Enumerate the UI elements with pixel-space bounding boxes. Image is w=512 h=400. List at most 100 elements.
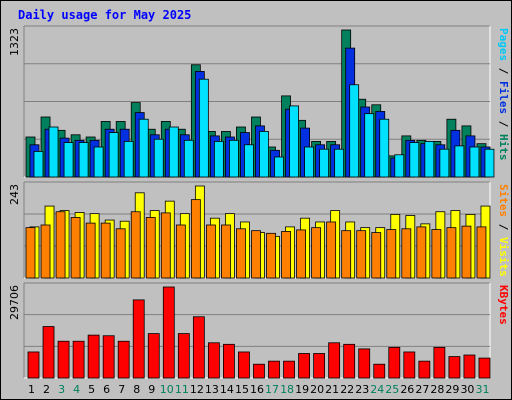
panel-right-label: Sites / Visits	[497, 184, 510, 277]
bar-pages-day-1	[33, 151, 44, 178]
bar-pages-day-18	[289, 105, 299, 178]
bar-sites-day-26	[401, 228, 412, 279]
bar-sites-day-29	[446, 227, 457, 279]
bar-pages-day-28	[439, 148, 450, 178]
bar-kbytes-day-17	[268, 360, 280, 379]
bar-sites-day-3	[55, 211, 66, 279]
bar-kbytes-day-12	[192, 316, 205, 379]
bar-pages-day-23	[364, 113, 375, 178]
x-tick-label-day-12: 12	[190, 383, 204, 396]
x-tick-label-day-20: 20	[310, 383, 324, 396]
right-label-part: Pages	[497, 28, 510, 61]
bar-pages-day-2	[48, 126, 59, 178]
right-label-part: KBytes	[497, 285, 510, 325]
panel-sites-visits: 243 Sites / Visits	[8, 181, 510, 279]
x-tick-label-day-1: 1	[28, 383, 35, 396]
bar-pages-day-15	[244, 144, 254, 178]
panel-pages-files-hits: 1323 Pages / Files / Hits	[8, 25, 510, 178]
x-tick-label-day-25: 25	[385, 383, 399, 396]
x-tick-label-day-28: 28	[430, 383, 444, 396]
bar-kbytes-day-10	[162, 286, 175, 379]
right-label-part: Visits	[497, 237, 510, 277]
bar-kbytes-day-2	[42, 326, 55, 379]
bar-sites-day-18	[281, 231, 291, 279]
bar-kbytes-day-30	[463, 354, 476, 379]
bar-pages-day-17	[274, 156, 284, 178]
x-tick-label-day-3: 3	[58, 383, 65, 396]
x-tick-label-day-31: 31	[475, 383, 489, 396]
x-tick-label-day-13: 13	[205, 383, 219, 396]
x-tick-label-day-11: 11	[175, 383, 189, 396]
bar-sites-day-11	[175, 224, 186, 279]
x-tick-label-day-8: 8	[133, 383, 140, 396]
bar-kbytes-day-29	[448, 356, 461, 379]
bar-pages-day-7	[123, 141, 134, 178]
bar-kbytes-day-13	[207, 342, 220, 379]
x-tick-label-day-23: 23	[355, 383, 369, 396]
bar-sites-day-17	[266, 232, 276, 279]
x-tick-label-day-14: 14	[220, 383, 234, 396]
bar-kbytes-day-4	[72, 340, 85, 379]
bar-sites-day-8	[130, 211, 141, 279]
bar-kbytes-day-8	[132, 299, 145, 379]
bar-sites-day-27	[416, 226, 427, 279]
bar-kbytes-day-11	[177, 333, 190, 379]
bar-kbytes-day-15	[238, 351, 250, 379]
bar-pages-day-31	[484, 148, 495, 178]
bar-sites-day-4	[70, 217, 81, 279]
bar-pages-day-27	[424, 141, 435, 178]
bar-sites-day-6	[100, 222, 111, 279]
panel-kbytes: 29706 KBytes	[8, 282, 510, 379]
bar-kbytes-day-9	[147, 333, 160, 379]
bar-pages-day-30	[469, 146, 480, 178]
bar-sites-day-30	[461, 225, 472, 279]
x-tick-label-day-26: 26	[400, 383, 414, 396]
right-label-part: Sites	[497, 184, 510, 217]
bar-pages-day-20	[319, 148, 330, 178]
y-max-label: 243	[8, 184, 21, 205]
bar-sites-day-23	[356, 230, 367, 279]
bar-sites-day-10	[160, 212, 171, 279]
bar-pages-day-16	[259, 131, 269, 178]
bar-pages-day-4	[78, 142, 89, 178]
x-tick-label-day-24: 24	[370, 383, 384, 396]
bar-kbytes-day-20	[313, 353, 326, 379]
bar-sites-day-15	[236, 228, 246, 279]
bar-pages-day-8	[138, 118, 149, 178]
chart-title: Daily usage for May 2025	[18, 8, 192, 22]
x-tick-label-day-30: 30	[460, 383, 474, 396]
y-max-label: 1323	[8, 28, 21, 56]
bar-sites-day-7	[115, 228, 126, 279]
bar-pages-day-3	[63, 142, 74, 178]
x-tick-label-day-7: 7	[118, 383, 125, 396]
x-tick-label-day-15: 15	[235, 383, 249, 396]
bar-kbytes-day-7	[117, 340, 130, 379]
y-max-label: 29706	[8, 285, 21, 320]
x-tick-label-day-9: 9	[148, 383, 155, 396]
right-label-part: Hits	[497, 134, 510, 161]
x-tick-label-day-2: 2	[43, 383, 50, 396]
bar-sites-day-5	[85, 222, 96, 279]
bar-kbytes-day-21	[328, 342, 341, 379]
x-tick-label-day-5: 5	[88, 383, 95, 396]
bar-sites-day-13	[205, 224, 216, 279]
panel-right-label: KBytes	[497, 285, 510, 325]
right-label-part: /	[497, 61, 510, 81]
bar-pages-day-5	[93, 146, 104, 178]
x-tick-label-day-29: 29	[445, 383, 459, 396]
right-label-part: /	[497, 114, 510, 134]
bar-sites-day-31	[476, 226, 487, 279]
bar-kbytes-day-23	[358, 348, 371, 379]
x-tick-label-day-16: 16	[250, 383, 264, 396]
bar-pages-day-25	[394, 154, 405, 178]
bar-pages-day-21	[334, 148, 345, 178]
bar-kbytes-day-31	[478, 357, 491, 379]
bar-pages-day-10	[168, 126, 179, 178]
bar-kbytes-day-5	[87, 334, 100, 379]
bar-kbytes-day-3	[57, 340, 70, 379]
x-tick-label-day-21: 21	[325, 383, 339, 396]
x-tick-label-day-10: 10	[160, 383, 174, 396]
bar-sites-day-25	[386, 229, 397, 279]
bar-kbytes-day-22	[343, 343, 356, 379]
bar-sites-day-1	[25, 227, 36, 279]
